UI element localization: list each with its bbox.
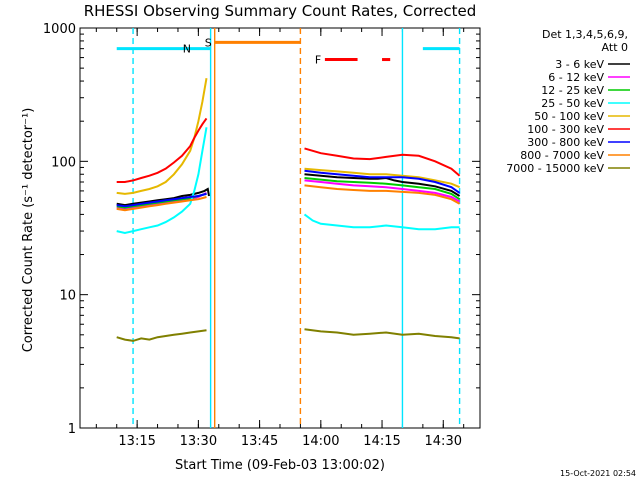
legend-header-line-2: Att 0: [602, 41, 628, 54]
legend-label: 12 - 25 keV: [541, 84, 604, 97]
timestamp: 15-Oct-2021 02:54: [560, 469, 636, 478]
x-tick-label: 14:00: [302, 434, 339, 449]
x-tick-label: 14:15: [363, 434, 400, 449]
series-line-4: [304, 167, 460, 189]
flag-label-N: N: [183, 43, 191, 56]
legend-label: 6 - 12 keV: [548, 71, 604, 84]
series-line-8: [304, 328, 460, 340]
y-axis-label: Corrected Count Rate (s⁻¹ detector⁻¹): [21, 108, 36, 353]
legend-header-line-1: Det 1,3,4,5,6,9,: [542, 28, 628, 41]
legend-label: 100 - 300 keV: [527, 123, 604, 136]
legend-label: 25 - 50 keV: [541, 97, 604, 110]
legend-label: 800 - 7000 keV: [520, 149, 604, 162]
legend-label: 50 - 100 keV: [534, 110, 604, 123]
series-line-5: [116, 117, 208, 183]
y-tick-label: 1000: [43, 22, 76, 37]
series-line-4: [116, 78, 208, 195]
legend-label: 300 - 800 keV: [527, 136, 604, 149]
flag-label-F: F: [315, 54, 321, 67]
x-tick-label: 13:45: [241, 434, 278, 449]
y-tick-label: 10: [59, 289, 76, 304]
x-tick-label: 14:30: [425, 434, 462, 449]
plot-area: 1 10 100 1000 13:15 13:30 13:45 14:00 14:15 14:30…: [43, 22, 481, 449]
series-line-7: [304, 184, 461, 205]
series-line-5: [304, 147, 461, 177]
series-line-2: [304, 177, 461, 201]
series-line-3: [116, 127, 208, 235]
series-line-6: [116, 192, 207, 208]
series-line-6: [304, 169, 461, 194]
legend-label: 3 - 6 keV: [555, 58, 604, 71]
flag-label-S: S: [205, 36, 212, 49]
legend-label: 7000 - 15000 keV: [506, 162, 604, 175]
series-line-7: [116, 196, 207, 212]
x-axis-label: Start Time (09-Feb-03 13:00:02): [175, 458, 385, 473]
x-tick-label: 13:30: [180, 434, 217, 449]
series-line-1: [304, 179, 461, 203]
chart-title: RHESSI Observing Summary Count Rates, Co…: [84, 2, 477, 20]
series-line-3: [303, 213, 460, 231]
series-line-0: [116, 187, 210, 207]
plot-frame: [79, 27, 481, 429]
series-line-8: [116, 329, 207, 342]
y-tick-label: 1: [68, 422, 76, 437]
y-tick-label: 100: [51, 155, 76, 170]
x-tick-label: 13:15: [118, 434, 155, 449]
